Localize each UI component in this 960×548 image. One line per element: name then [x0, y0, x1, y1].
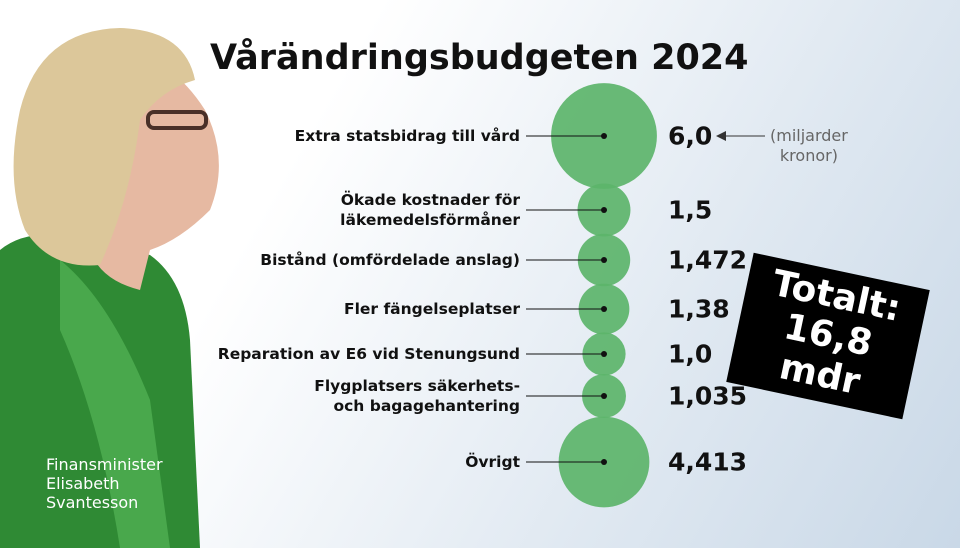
caption: Finansminister Elisabeth Svantesson — [46, 455, 163, 512]
leader-dot — [601, 133, 607, 139]
category-label: Reparation av E6 vid Stenungsund — [217, 345, 520, 363]
leader-dot — [601, 257, 607, 263]
value-label: 1,035 — [668, 381, 748, 411]
unit-note: (miljarder kronor) — [770, 126, 848, 165]
leader-dot — [601, 459, 607, 465]
category-label: Fler fängelseplatser — [343, 300, 520, 318]
unit-arrowhead — [716, 131, 726, 141]
value-label: 6,0 — [668, 121, 713, 151]
category-label: Bistånd (omfördelade anslag) — [260, 251, 520, 269]
chart-title: Vårändringsbudgeten 2024 — [210, 38, 749, 78]
category-label: Ökade kostnader för läkemedelsförmåner — [340, 191, 520, 229]
leader-dot — [601, 207, 607, 213]
category-label: Flygplatsers säkerhets- och bagagehanter… — [314, 377, 520, 415]
category-label: Extra statsbidrag till vård — [294, 127, 520, 145]
photo — [0, 28, 219, 548]
leader-dot — [601, 306, 607, 312]
value-label: 1,0 — [668, 339, 713, 369]
value-label: 4,413 — [668, 447, 748, 477]
leader-dot — [601, 351, 607, 357]
leader-dot — [601, 393, 607, 399]
value-label: 1,38 — [668, 294, 730, 324]
value-label: 1,5 — [668, 195, 713, 225]
category-label: Övrigt — [465, 453, 520, 471]
value-label: 1,472 — [668, 245, 748, 275]
